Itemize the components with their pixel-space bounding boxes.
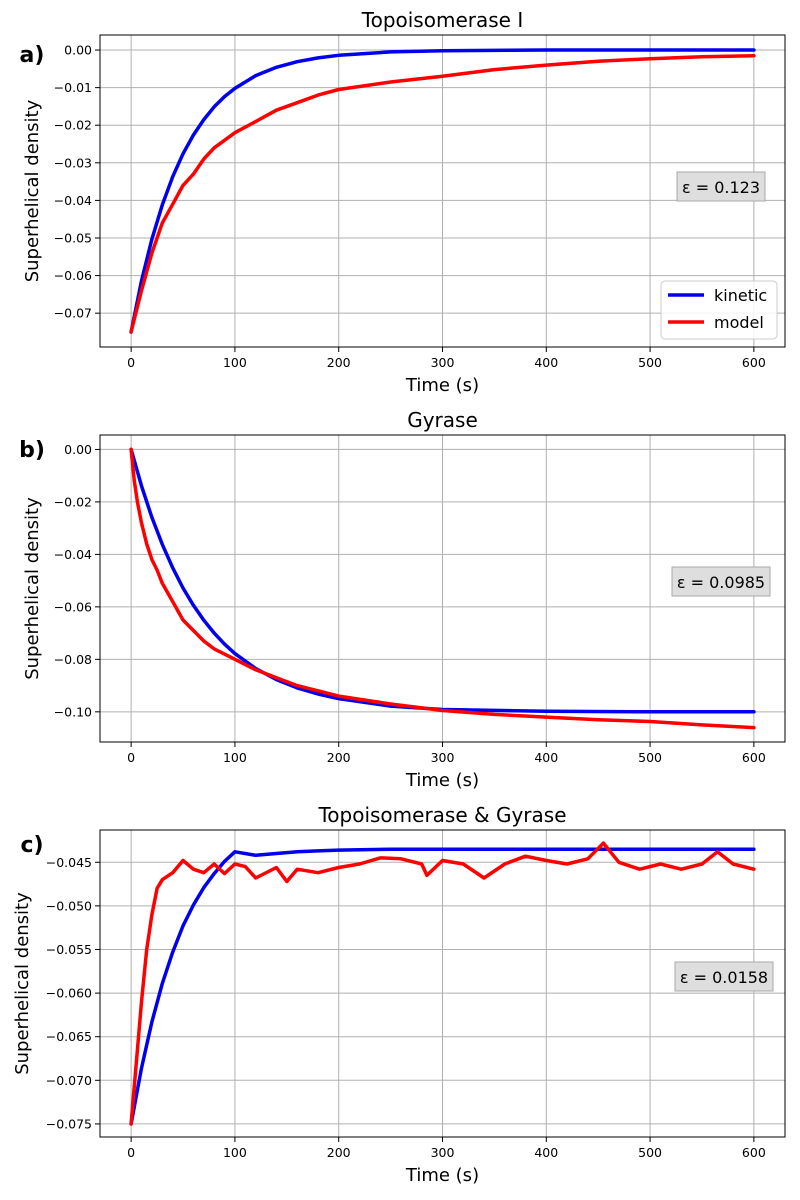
- y-axis-label: Superhelical density: [22, 99, 43, 282]
- y-tick-label: −0.045: [46, 855, 92, 870]
- y-tick-label: −0.05: [54, 230, 92, 245]
- y-tick-label: −0.050: [46, 898, 92, 913]
- x-tick-label: 100: [223, 1145, 247, 1160]
- series-line-kinetic: [129, 847, 756, 1126]
- y-tick-label: −0.03: [54, 155, 92, 170]
- x-tick-label: 300: [431, 355, 455, 370]
- x-tick-label: 600: [742, 1145, 766, 1160]
- epsilon-annotation: ε = 0.0158: [680, 968, 768, 987]
- y-tick-label: −0.060: [46, 986, 92, 1001]
- panel-label: a): [20, 43, 45, 68]
- x-tick-label: 400: [534, 355, 558, 370]
- x-tick-label: 0: [127, 1145, 135, 1160]
- chart-title: Topoisomerase I: [361, 8, 523, 32]
- x-tick-label: 500: [638, 355, 662, 370]
- x-tick-label: 400: [534, 750, 558, 765]
- x-tick-label: 400: [534, 1145, 558, 1160]
- y-tick-label: −0.06: [54, 268, 92, 283]
- y-tick-label: −0.06: [54, 599, 92, 614]
- y-tick-label: −0.07: [54, 306, 92, 321]
- epsilon-annotation-box: [676, 171, 766, 202]
- y-tick-label: −0.01: [54, 80, 92, 95]
- x-tick-label: 100: [223, 750, 247, 765]
- panel-label: c): [20, 833, 43, 858]
- epsilon-annotation-box: [674, 961, 774, 992]
- epsilon-annotation: ε = 0.0985: [677, 573, 765, 592]
- y-tick-label: −0.02: [54, 494, 92, 509]
- y-tick-label: 0.00: [64, 442, 92, 457]
- x-tick-label: 200: [327, 750, 351, 765]
- y-tick-label: −0.02: [54, 118, 92, 133]
- x-tick-label: 200: [327, 1145, 351, 1160]
- epsilon-annotation: ε = 0.123: [682, 178, 760, 197]
- y-tick-label: −0.04: [54, 193, 92, 208]
- series-line-kinetic: [129, 48, 756, 334]
- x-tick-label: 100: [223, 355, 247, 370]
- x-axis-label: Time (s): [405, 770, 479, 791]
- y-axis-label: Superhelical density: [22, 497, 43, 680]
- x-tick-label: 0: [127, 355, 135, 370]
- axes-frame: [99, 829, 786, 1138]
- series-line-model: [129, 841, 756, 1126]
- x-tick-label: 500: [638, 750, 662, 765]
- y-tick-label: 0.00: [64, 43, 92, 58]
- chart-panel-2: 0 100 200 300 400 500 600 0.00 −0.02 −0.04 −0.06 −0…: [19, 408, 786, 791]
- x-tick-label: 0: [127, 750, 135, 765]
- panel-label: b): [19, 438, 45, 463]
- axes-frame: [99, 434, 786, 743]
- epsilon-annotation-box: [671, 566, 771, 597]
- y-tick-label: −0.08: [54, 652, 92, 667]
- y-tick-label: −0.065: [46, 1029, 92, 1044]
- y-tick-label: −0.04: [54, 547, 92, 562]
- chart-panel-1: 0 100 200 300 400 500 600 0.00 −0.01 −0.02 −0.03 −0…: [20, 8, 786, 396]
- x-tick-label: 200: [327, 355, 351, 370]
- axes-frame: [99, 34, 786, 348]
- chart-panel-3: 0 100 200 300 400 500 600 −0.045 −0.050 −0.055 −0.…: [12, 803, 786, 1186]
- x-tick-label: 600: [742, 355, 766, 370]
- chart-title: Gyrase: [407, 408, 478, 432]
- x-axis-label: Time (s): [405, 1165, 479, 1186]
- x-tick-label: 600: [742, 750, 766, 765]
- x-axis-label: Time (s): [405, 375, 479, 396]
- series-line-model: [129, 447, 756, 730]
- y-axis-label: Superhelical density: [12, 892, 33, 1075]
- series-line-model: [129, 53, 756, 334]
- y-tick-label: −0.10: [54, 704, 92, 719]
- legend-label-model: model: [714, 313, 764, 332]
- y-tick-label: −0.055: [46, 942, 92, 957]
- chart-title: Topoisomerase & Gyrase: [317, 803, 566, 827]
- legend: kinetic model: [660, 280, 778, 340]
- x-tick-label: 300: [431, 750, 455, 765]
- x-tick-label: 300: [431, 1145, 455, 1160]
- x-tick-label: 500: [638, 1145, 662, 1160]
- y-tick-label: −0.070: [46, 1073, 92, 1088]
- legend-label-kinetic: kinetic: [714, 286, 767, 305]
- y-tick-label: −0.075: [46, 1116, 92, 1131]
